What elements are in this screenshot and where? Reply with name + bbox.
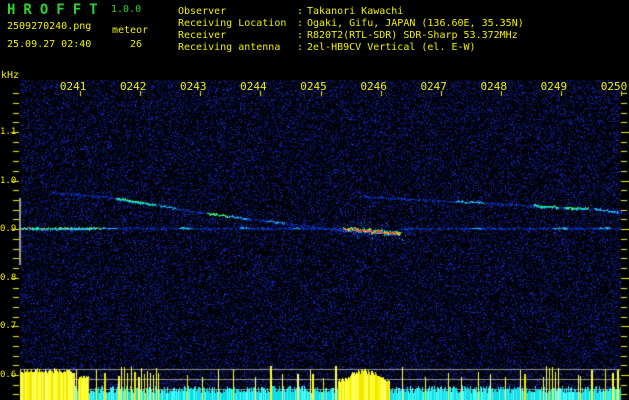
info-colon: : bbox=[297, 42, 304, 53]
time-label: 0241 bbox=[59, 80, 87, 93]
freq-unit-label: kHz bbox=[1, 70, 20, 81]
time-label: 0245 bbox=[300, 80, 327, 93]
info-label: Receiving Location bbox=[178, 18, 287, 29]
info-row: Receiver: R820T2(RTL-SDR) SDR-Sharp 53.37… bbox=[178, 30, 524, 42]
time-label: 0242 bbox=[119, 80, 147, 93]
info-value: Ogaki, Gifu, JAPAN (136.60E, 35.35N) bbox=[307, 18, 524, 29]
time-label: 0249 bbox=[540, 80, 568, 93]
info-colon: : bbox=[297, 30, 304, 41]
info-label: Receiver bbox=[178, 30, 227, 41]
freq-label: 1.0 bbox=[0, 176, 17, 186]
freq-label: 0.9 bbox=[0, 224, 17, 234]
freq-label: 0.7 bbox=[0, 321, 17, 331]
capture-datetime: 25.09.27 02:40 bbox=[7, 39, 92, 50]
info-label: Receiving antenna bbox=[178, 42, 281, 53]
info-row: Receiving Location: Ogaki, Gifu, JAPAN (1… bbox=[178, 18, 524, 30]
app-title: HROFFT bbox=[7, 2, 106, 18]
info-colon: : bbox=[297, 6, 304, 17]
info-row: Receiving antenna:2el-HB9CV Vertical (el… bbox=[178, 42, 524, 54]
info-value: R820T2(RTL-SDR) SDR-Sharp 53.372MHz bbox=[307, 30, 518, 41]
echo-count: 26 bbox=[130, 39, 143, 50]
info-label: Observer bbox=[178, 6, 227, 17]
freq-label: 0.8 bbox=[0, 273, 17, 283]
time-label: 0248 bbox=[480, 80, 508, 93]
time-label: 0243 bbox=[180, 80, 207, 93]
freq-label: 0.6 bbox=[0, 370, 17, 380]
info-value: 2el-HB9CV Vertical (el. E-W) bbox=[307, 42, 476, 53]
info-colon: : bbox=[297, 18, 304, 29]
time-label: 0250 bbox=[600, 80, 628, 93]
observation-mode: meteor bbox=[112, 25, 149, 36]
info-value: Takanori Kawachi bbox=[307, 6, 404, 17]
time-label: 0244 bbox=[240, 80, 267, 93]
capture-filename: 2509270240.png bbox=[7, 21, 92, 32]
time-label: 0247 bbox=[420, 80, 447, 93]
app-version: 1.0.0 bbox=[111, 4, 142, 15]
info-row: Observer: Takanori Kawachi bbox=[178, 6, 524, 18]
observer-info-block: Observer: Takanori Kawachi Receiving Loca… bbox=[178, 6, 524, 54]
freq-label: 1.1 bbox=[0, 127, 17, 137]
time-label: 0246 bbox=[360, 80, 387, 93]
